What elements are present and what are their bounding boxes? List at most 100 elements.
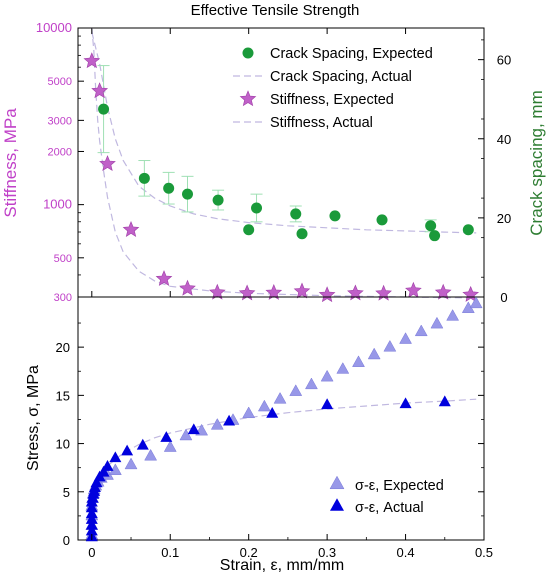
stiffness-expected-point xyxy=(238,284,256,301)
legend-stiffness-expected-marker xyxy=(239,90,257,107)
stress-strain-actual-point xyxy=(90,476,103,488)
stress-strain-actual-point xyxy=(85,507,98,519)
stress-strain-expected-point xyxy=(336,362,350,374)
stress-strain-expected-point xyxy=(320,369,334,382)
stress-strain-actual-point xyxy=(85,513,98,524)
crack-spacing-expected-point xyxy=(429,230,441,242)
stiffness-expected-point xyxy=(462,285,480,302)
top-markers xyxy=(83,52,480,303)
stiffness-tick-label: 2000 xyxy=(48,146,72,158)
crack-spacing-expected-point xyxy=(243,224,255,236)
stress-strain-actual-point xyxy=(109,451,122,463)
stress-strain-expected-point xyxy=(124,457,138,470)
strain-tick-label: 0.5 xyxy=(475,545,493,560)
crack-spacing-expected-point xyxy=(462,224,474,236)
stiffness-tick-label: 3000 xyxy=(48,115,72,127)
stress-strain-actual-point xyxy=(187,423,200,435)
crack-spacing-expected-point xyxy=(290,208,302,220)
stiffness-tick-label: 1000 xyxy=(43,197,72,212)
stress-strain-expected-point xyxy=(414,324,428,337)
stiffness-expected-point xyxy=(83,52,101,69)
stiffness-expected-point xyxy=(91,82,109,99)
strain-tick-label: 0.4 xyxy=(397,545,415,560)
stiffness-expected-point xyxy=(99,155,116,172)
legend-stiffness-actual-label: Stiffness, Actual xyxy=(270,115,373,131)
stress-strain-actual-point xyxy=(97,465,110,477)
stiffness-expected-point xyxy=(405,281,422,298)
stiffness-expected-point xyxy=(293,282,311,299)
stress-tick-label: 20 xyxy=(56,340,70,355)
stiffness-tick-label: 10000 xyxy=(36,20,72,35)
crack-spacing-axis-ticks: 0 20 40 60 xyxy=(478,39,511,305)
crack-spacing-actual-line xyxy=(91,31,477,234)
stress-strain-expected-point xyxy=(273,392,287,404)
stress-strain-expected-point xyxy=(383,339,397,352)
legend-crack-spacing-expected-marker xyxy=(242,47,254,59)
strain-tick-label: 0 xyxy=(88,545,95,560)
stiffness-axis-ticks: 300 500 1000 2000 3000 5000 10000 xyxy=(36,20,84,304)
crack-spacing-expected-point xyxy=(425,220,437,232)
stress-tick-label: 0 xyxy=(63,533,70,548)
stress-strain-fit-line xyxy=(91,398,477,541)
stress-strain-actual-point xyxy=(223,414,236,426)
legend-crack-spacing-actual-label: Crack Spacing, Actual xyxy=(270,69,412,85)
stress-strain-actual-point xyxy=(85,524,98,536)
stiffness-expected-point xyxy=(434,283,452,300)
stiffness-expected-point xyxy=(179,279,196,296)
stiffness-expected-point xyxy=(155,270,173,286)
crack-spacing-expected-point xyxy=(138,172,150,184)
crack-spacing-expected-point xyxy=(251,202,263,214)
stiffness-expected-point xyxy=(265,284,283,300)
legend-stress-strain-actual-marker xyxy=(330,498,344,511)
crack-spacing-expected-point xyxy=(163,182,175,194)
stiffness-axis-label: Stiffness, MPa xyxy=(1,108,20,218)
stress-strain-expected-point xyxy=(469,296,483,309)
crack-spacing-tick-label: 60 xyxy=(497,53,511,68)
stress-axis-ticks: 0 5 10 15 20 xyxy=(56,322,484,548)
stress-tick-label: 15 xyxy=(56,388,70,403)
stress-strain-actual-point xyxy=(321,398,334,410)
stress-strain-expected-point xyxy=(399,332,412,344)
stress-strain-actual-point xyxy=(160,431,173,442)
stress-strain-expected-point xyxy=(446,309,460,321)
crack-spacing-tick-label: 40 xyxy=(497,132,511,147)
stress-strain-expected-point xyxy=(257,399,271,412)
strain-axis-ticks: 0 0.1 0.2 0.3 0.4 0.5 xyxy=(88,534,493,560)
crack-spacing-expected-point xyxy=(376,214,388,226)
stress-strain-expected-point xyxy=(144,448,158,461)
crack-spacing-expected-point xyxy=(98,103,110,115)
stiffness-expected-point xyxy=(318,286,336,303)
stiffness-expected-point xyxy=(208,283,226,300)
stiffness-tick-label: 5000 xyxy=(48,76,72,88)
crack-spacing-tick-label: 20 xyxy=(497,211,511,226)
stiffness-tick-label: 300 xyxy=(54,292,72,304)
strain-tick-label: 0.1 xyxy=(161,545,179,560)
stress-strain-actual-point xyxy=(101,460,114,471)
chart-title: Effective Tensile Strength xyxy=(191,2,360,19)
stress-strain-expected-point xyxy=(305,377,318,390)
stress-strain-actual-point xyxy=(438,395,451,407)
stress-strain-actual-point xyxy=(136,438,149,450)
bottom-curves xyxy=(91,398,477,541)
strain-axis-label: Strain, ε, mm/mm xyxy=(220,557,344,574)
stress-tick-label: 10 xyxy=(56,437,70,452)
crack-spacing-expected-point xyxy=(296,228,308,240)
bottom-legend: σ-ε, Expected σ-ε, Actual xyxy=(329,475,444,516)
stress-strain-expected-point xyxy=(179,428,193,441)
crack-spacing-tick-label: 0 xyxy=(500,290,507,305)
top-panel: 300 500 1000 2000 3000 5000 10000 0 20 40 60 Stif… xyxy=(1,20,546,305)
stress-tick-label: 5 xyxy=(63,485,70,500)
bottom-markers xyxy=(85,296,483,542)
stress-strain-expected-point xyxy=(289,384,303,396)
stiffness-expected-point xyxy=(375,284,392,301)
strain-tick-label: 0.2 xyxy=(240,545,258,560)
legend-stiffness-expected-label: Stiffness, Expected xyxy=(270,92,394,108)
stress-strain-actual-point xyxy=(266,406,279,418)
stress-strain-expected-point xyxy=(367,347,381,360)
stress-strain-expected-point xyxy=(430,316,444,329)
stress-strain-actual-point xyxy=(121,444,134,456)
stress-strain-expected-point xyxy=(242,406,256,419)
stress-strain-expected-point xyxy=(210,418,224,430)
crack-spacing-expected-point xyxy=(329,210,341,222)
